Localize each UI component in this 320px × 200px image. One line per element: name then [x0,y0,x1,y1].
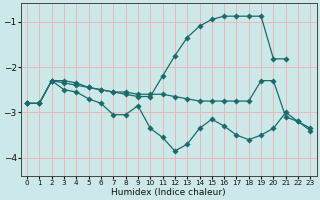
X-axis label: Humidex (Indice chaleur): Humidex (Indice chaleur) [111,188,226,197]
